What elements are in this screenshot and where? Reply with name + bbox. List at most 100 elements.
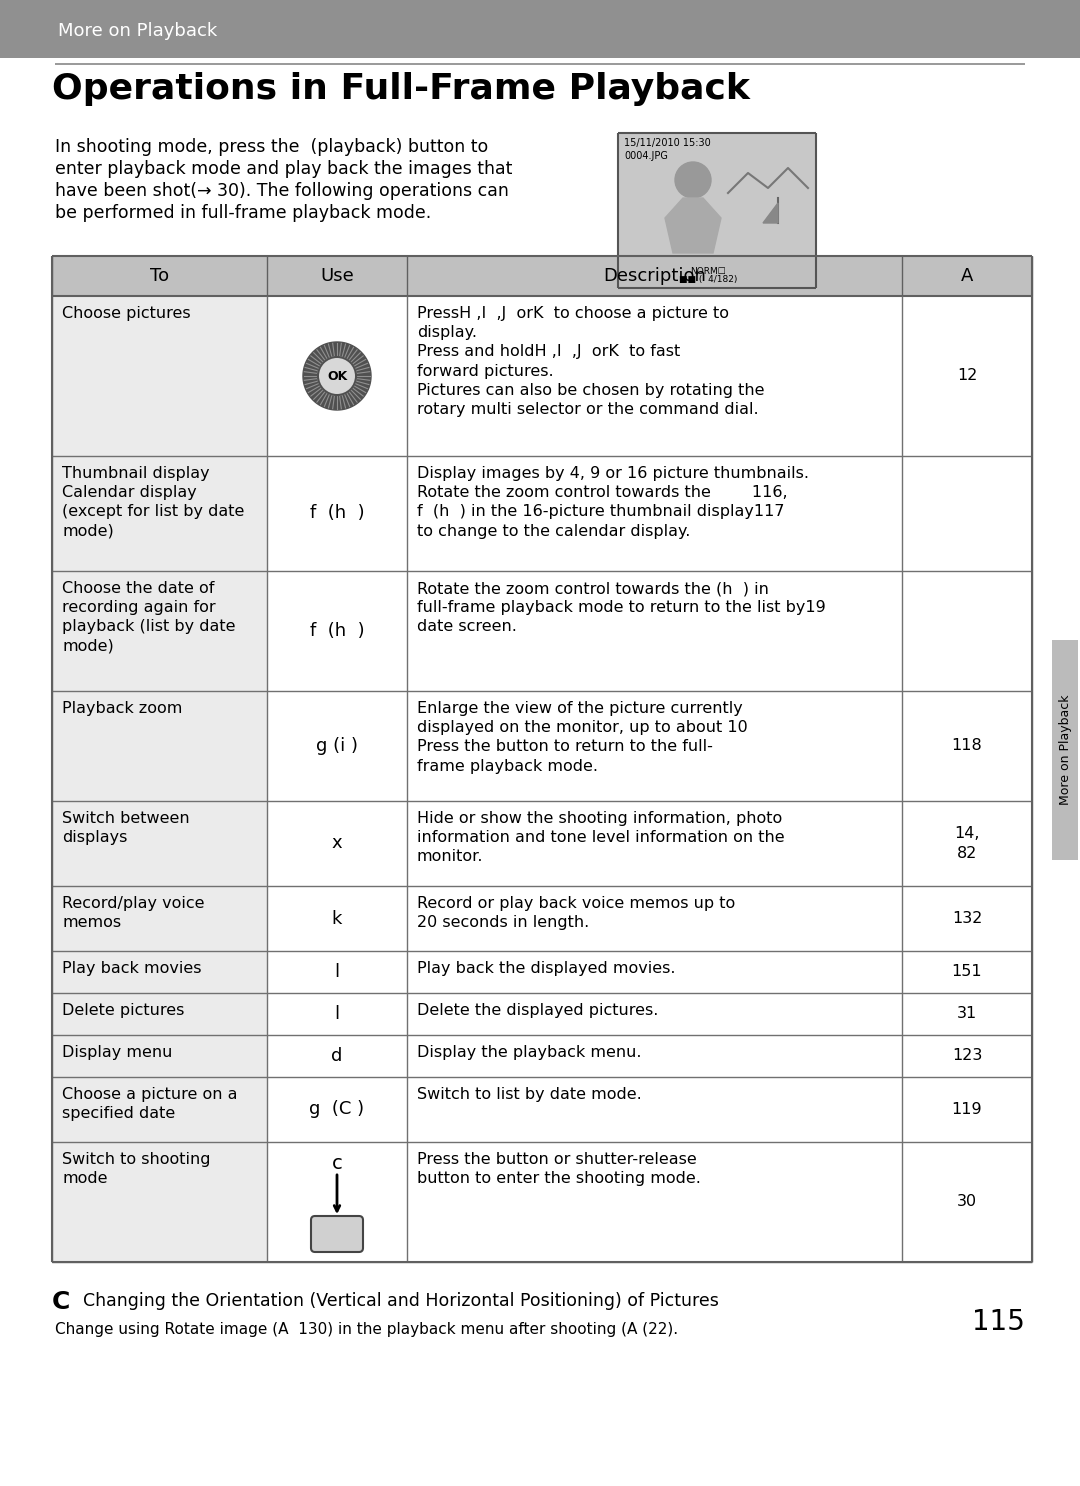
- Text: A: A: [961, 267, 973, 285]
- Text: 118: 118: [951, 739, 983, 753]
- Text: Record/play voice
memos: Record/play voice memos: [62, 896, 204, 930]
- Bar: [407, 993, 902, 1036]
- Text: Choose a picture on a
specified date: Choose a picture on a specified date: [62, 1086, 238, 1122]
- FancyBboxPatch shape: [311, 1216, 363, 1253]
- Bar: [52, 691, 267, 801]
- Bar: [618, 266, 816, 288]
- Text: Playback zoom: Playback zoom: [62, 701, 183, 716]
- Bar: [52, 456, 267, 571]
- Bar: [902, 1077, 1032, 1143]
- Bar: [267, 296, 407, 456]
- Text: Switch to shooting
mode: Switch to shooting mode: [62, 1152, 211, 1186]
- Polygon shape: [762, 204, 778, 223]
- Text: k: k: [332, 909, 342, 927]
- Bar: [52, 801, 267, 886]
- Text: Choose pictures: Choose pictures: [62, 306, 191, 321]
- Text: Display images by 4, 9 or 16 picture thumbnails.
Rotate the zoom control towards: Display images by 4, 9 or 16 picture thu…: [417, 467, 809, 538]
- Bar: [902, 691, 1032, 801]
- Text: PressH ,I  ,J  orK  to choose a picture to
display.
Press and holdH ,I  ,J  orK : PressH ,I ,J orK to choose a picture to …: [417, 306, 765, 418]
- Bar: [902, 801, 1032, 886]
- Text: Rotate the zoom control towards the (h  ) in
full-frame playback mode to return : Rotate the zoom control towards the (h )…: [417, 581, 826, 635]
- Text: 30: 30: [957, 1195, 977, 1210]
- Text: Play back movies: Play back movies: [62, 961, 202, 976]
- Bar: [1052, 640, 1078, 860]
- Bar: [618, 134, 816, 288]
- Text: be performed in full-frame playback mode.: be performed in full-frame playback mode…: [55, 204, 431, 221]
- Text: f  (h  ): f (h ): [310, 623, 364, 640]
- Bar: [52, 993, 267, 1036]
- Bar: [902, 993, 1032, 1036]
- Bar: [407, 1036, 902, 1077]
- Text: OK: OK: [327, 370, 347, 382]
- Text: Changing the Orientation (Vertical and Horizontal Positioning) of Pictures: Changing the Orientation (Vertical and H…: [72, 1291, 719, 1311]
- Bar: [902, 1143, 1032, 1262]
- Text: Delete the displayed pictures.: Delete the displayed pictures.: [417, 1003, 659, 1018]
- Polygon shape: [318, 357, 356, 395]
- Bar: [407, 456, 902, 571]
- Text: have been shot(→ 30). The following operations can: have been shot(→ 30). The following oper…: [55, 181, 509, 201]
- Bar: [407, 571, 902, 691]
- Bar: [407, 801, 902, 886]
- Text: x: x: [332, 835, 342, 853]
- Bar: [52, 886, 267, 951]
- Text: 31: 31: [957, 1006, 977, 1021]
- Text: Display the playback menu.: Display the playback menu.: [417, 1045, 642, 1060]
- Bar: [267, 951, 407, 993]
- Bar: [407, 1143, 902, 1262]
- Bar: [52, 296, 267, 456]
- Bar: [267, 886, 407, 951]
- Text: c: c: [332, 1155, 342, 1172]
- Text: ■■ (  4/182): ■■ ( 4/182): [679, 275, 738, 284]
- Text: Record or play back voice memos up to
20 seconds in length.: Record or play back voice memos up to 20…: [417, 896, 735, 930]
- Bar: [52, 1077, 267, 1143]
- Text: More on Playback: More on Playback: [58, 22, 217, 40]
- Text: Use: Use: [320, 267, 354, 285]
- Text: Hide or show the shooting information, photo
information and tone level informat: Hide or show the shooting information, p…: [417, 811, 785, 865]
- Bar: [902, 456, 1032, 571]
- Bar: [267, 1077, 407, 1143]
- Bar: [407, 296, 902, 456]
- Bar: [0, 0, 1080, 58]
- Bar: [407, 951, 902, 993]
- Bar: [407, 691, 902, 801]
- Bar: [52, 256, 1032, 296]
- Text: Enlarge the view of the picture currently
displayed on the monitor, up to about : Enlarge the view of the picture currentl…: [417, 701, 747, 774]
- Text: 14,
82: 14, 82: [955, 826, 980, 860]
- Text: Delete pictures: Delete pictures: [62, 1003, 185, 1018]
- Bar: [902, 951, 1032, 993]
- Text: g  (C ): g (C ): [310, 1101, 365, 1119]
- Polygon shape: [665, 198, 721, 253]
- Bar: [267, 571, 407, 691]
- Text: In shooting mode, press the  (playback) button to: In shooting mode, press the (playback) b…: [55, 138, 488, 156]
- Text: Change using Rotate image (A  130) in the playback menu after shooting (A (22).: Change using Rotate image (A 130) in the…: [55, 1323, 678, 1337]
- Bar: [267, 993, 407, 1036]
- Bar: [52, 1143, 267, 1262]
- Text: C: C: [52, 1290, 70, 1314]
- Text: Choose the date of
recording again for
playback (list by date
mode): Choose the date of recording again for p…: [62, 581, 235, 654]
- Text: Operations in Full-Frame Playback: Operations in Full-Frame Playback: [52, 71, 750, 106]
- Text: g (i ): g (i ): [316, 737, 357, 755]
- Text: More on Playback: More on Playback: [1058, 695, 1071, 805]
- Circle shape: [675, 162, 711, 198]
- Text: 12: 12: [957, 369, 977, 383]
- Text: 115: 115: [972, 1308, 1025, 1336]
- Text: enter playback mode and play back the images that: enter playback mode and play back the im…: [55, 160, 512, 178]
- Text: Press the button or shutter-release
button to enter the shooting mode.: Press the button or shutter-release butt…: [417, 1152, 701, 1186]
- Text: 132: 132: [951, 911, 982, 926]
- Text: 0004.JPG: 0004.JPG: [624, 152, 667, 160]
- Bar: [267, 1143, 407, 1262]
- Bar: [267, 1036, 407, 1077]
- Bar: [267, 691, 407, 801]
- Bar: [407, 886, 902, 951]
- Bar: [52, 1036, 267, 1077]
- Text: Thumbnail display
Calendar display
(except for list by date
mode): Thumbnail display Calendar display (exce…: [62, 467, 244, 538]
- Bar: [902, 571, 1032, 691]
- Text: Description: Description: [603, 267, 706, 285]
- Polygon shape: [303, 342, 372, 410]
- Bar: [902, 296, 1032, 456]
- Bar: [52, 951, 267, 993]
- Bar: [52, 571, 267, 691]
- Bar: [902, 1036, 1032, 1077]
- Text: NORM☐: NORM☐: [690, 267, 726, 276]
- Text: To: To: [150, 267, 170, 285]
